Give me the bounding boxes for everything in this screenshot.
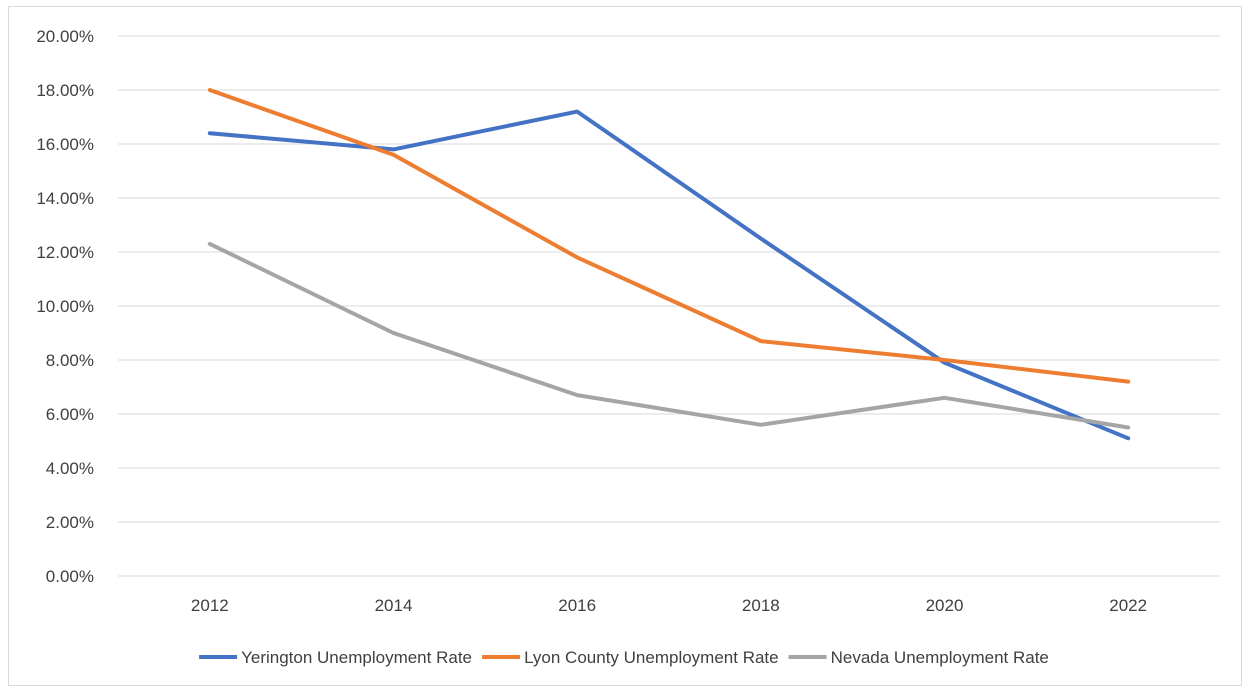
x-tick-label: 2016 [558, 596, 596, 615]
y-tick-label: 12.00% [36, 243, 94, 262]
legend-label: Lyon County Unemployment Rate [524, 648, 779, 667]
chart-frame [8, 6, 1242, 686]
x-axis-tick-labels: 2012 2014 2016 2018 2020 2022 [191, 596, 1147, 615]
x-tick-label: 2012 [191, 596, 229, 615]
legend-label: Yerington Unemployment Rate [241, 648, 472, 667]
y-tick-label: 2.00% [46, 513, 94, 532]
series-line-1 [207, 109, 1131, 441]
y-tick-label: 14.00% [36, 189, 94, 208]
legend-label: Nevada Unemployment Rate [831, 648, 1049, 667]
x-tick-label: 2020 [926, 596, 964, 615]
y-tick-label: 10.00% [36, 297, 94, 316]
series-lines [207, 88, 1131, 441]
legend: Yerington Unemployment Rate Lyon County U… [199, 648, 1049, 667]
x-tick-label: 2014 [375, 596, 413, 615]
series-line-3 [207, 241, 1131, 430]
x-tick-label: 2022 [1109, 596, 1147, 615]
y-tick-label: 8.00% [46, 351, 94, 370]
legend-item: Lyon County Unemployment Rate [482, 648, 779, 667]
series-line-2 [207, 88, 1131, 384]
y-tick-label: 0.00% [46, 567, 94, 586]
y-tick-label: 18.00% [36, 81, 94, 100]
y-tick-label: 16.00% [36, 135, 94, 154]
y-tick-label: 6.00% [46, 405, 94, 424]
legend-item: Yerington Unemployment Rate [199, 648, 472, 667]
x-tick-label: 2018 [742, 596, 780, 615]
y-tick-label: 20.00% [36, 27, 94, 46]
legend-item: Nevada Unemployment Rate [788, 648, 1049, 667]
y-tick-label: 4.00% [46, 459, 94, 478]
y-axis-tick-labels: 0.00% 2.00% 4.00% 6.00% 8.00% 10.00% 12.00% 14.… [36, 27, 94, 586]
gridlines [118, 35, 1220, 577]
